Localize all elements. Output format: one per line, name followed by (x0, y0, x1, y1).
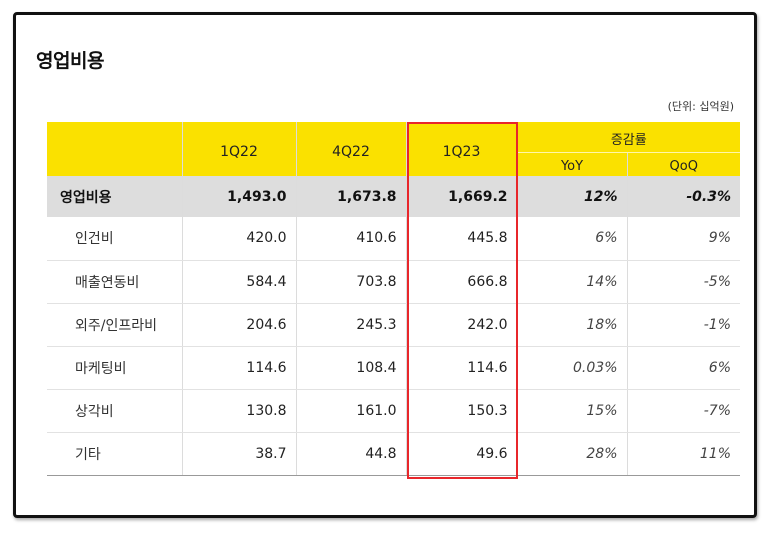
cell-yoy: 14% (517, 260, 628, 304)
cell-yoy: 15% (517, 389, 628, 433)
cell-1q22: 584.4 (182, 260, 297, 304)
row-label: 매출연동비 (47, 260, 183, 304)
row-label: 인건비 (47, 217, 183, 261)
table-row: 기타 38.7 44.8 49.6 28% 11% (47, 432, 741, 476)
cell-yoy: 0.03% (517, 346, 628, 390)
table-row-total: 영업비용 1,493.0 1,673.8 1,669.2 12% -0.3% (47, 176, 741, 217)
table-row: 마케팅비 114.6 108.4 114.6 0.03% 6% (47, 346, 741, 390)
cell-qoq: -7% (627, 389, 741, 433)
header-1q22: 1Q22 (182, 122, 297, 176)
cell-qoq: 6% (627, 346, 741, 390)
cell-yoy: 6% (517, 217, 628, 261)
cell-qoq: -1% (627, 303, 741, 347)
cell-4q22: 1,673.8 (296, 176, 407, 217)
cell-1q22: 1,493.0 (182, 176, 297, 217)
cell-yoy: 28% (517, 432, 628, 476)
cell-4q22: 161.0 (296, 389, 407, 433)
cell-4q22: 245.3 (296, 303, 407, 347)
cell-4q22: 703.8 (296, 260, 407, 304)
cell-qoq: -5% (627, 260, 741, 304)
table-row: 매출연동비 584.4 703.8 666.8 14% -5% (47, 260, 741, 304)
cell-4q22: 410.6 (296, 217, 407, 261)
header-change-rate: 증감률 (517, 122, 741, 153)
cell-1q22: 130.8 (182, 389, 297, 433)
cell-qoq: 11% (627, 432, 741, 476)
cell-qoq: -0.3% (627, 176, 741, 217)
cell-1q23: 114.6 (406, 346, 518, 390)
header-1q23: 1Q23 (406, 122, 518, 176)
header-qoq: QoQ (627, 152, 741, 176)
row-label: 마케팅비 (47, 346, 183, 390)
cell-1q22: 38.7 (182, 432, 297, 476)
operating-expense-table: 1Q22 4Q22 1Q23 증감률 YoY QoQ 영업비용 1,493.0 … (47, 122, 741, 476)
cell-1q23: 150.3 (406, 389, 518, 433)
row-label: 상각비 (47, 389, 183, 433)
table-row: 외주/인프라비 204.6 245.3 242.0 18% -1% (47, 303, 741, 347)
header-yoy: YoY (517, 152, 628, 176)
cell-1q22: 114.6 (182, 346, 297, 390)
cell-1q23: 242.0 (406, 303, 518, 347)
row-label: 외주/인프라비 (47, 303, 183, 347)
cell-yoy: 12% (517, 176, 628, 217)
page-title: 영업비용 (36, 50, 104, 72)
cell-1q23: 445.8 (406, 217, 518, 261)
cell-yoy: 18% (517, 303, 628, 347)
row-label: 영업비용 (47, 176, 183, 217)
header-4q22: 4Q22 (296, 122, 407, 176)
cell-4q22: 44.8 (296, 432, 407, 476)
table-row: 상각비 130.8 161.0 150.3 15% -7% (47, 389, 741, 433)
cell-qoq: 9% (627, 217, 741, 261)
cell-1q23: 666.8 (406, 260, 518, 304)
cell-1q22: 420.0 (182, 217, 297, 261)
header-blank (47, 122, 183, 176)
unit-note: (단위: 십억원) (667, 100, 734, 113)
cell-1q22: 204.6 (182, 303, 297, 347)
cell-4q22: 108.4 (296, 346, 407, 390)
row-label: 기타 (47, 432, 183, 476)
table-row: 인건비 420.0 410.6 445.8 6% 9% (47, 217, 741, 261)
slide-frame (13, 12, 757, 518)
cell-1q23: 49.6 (406, 432, 518, 476)
cell-1q23: 1,669.2 (406, 176, 518, 217)
